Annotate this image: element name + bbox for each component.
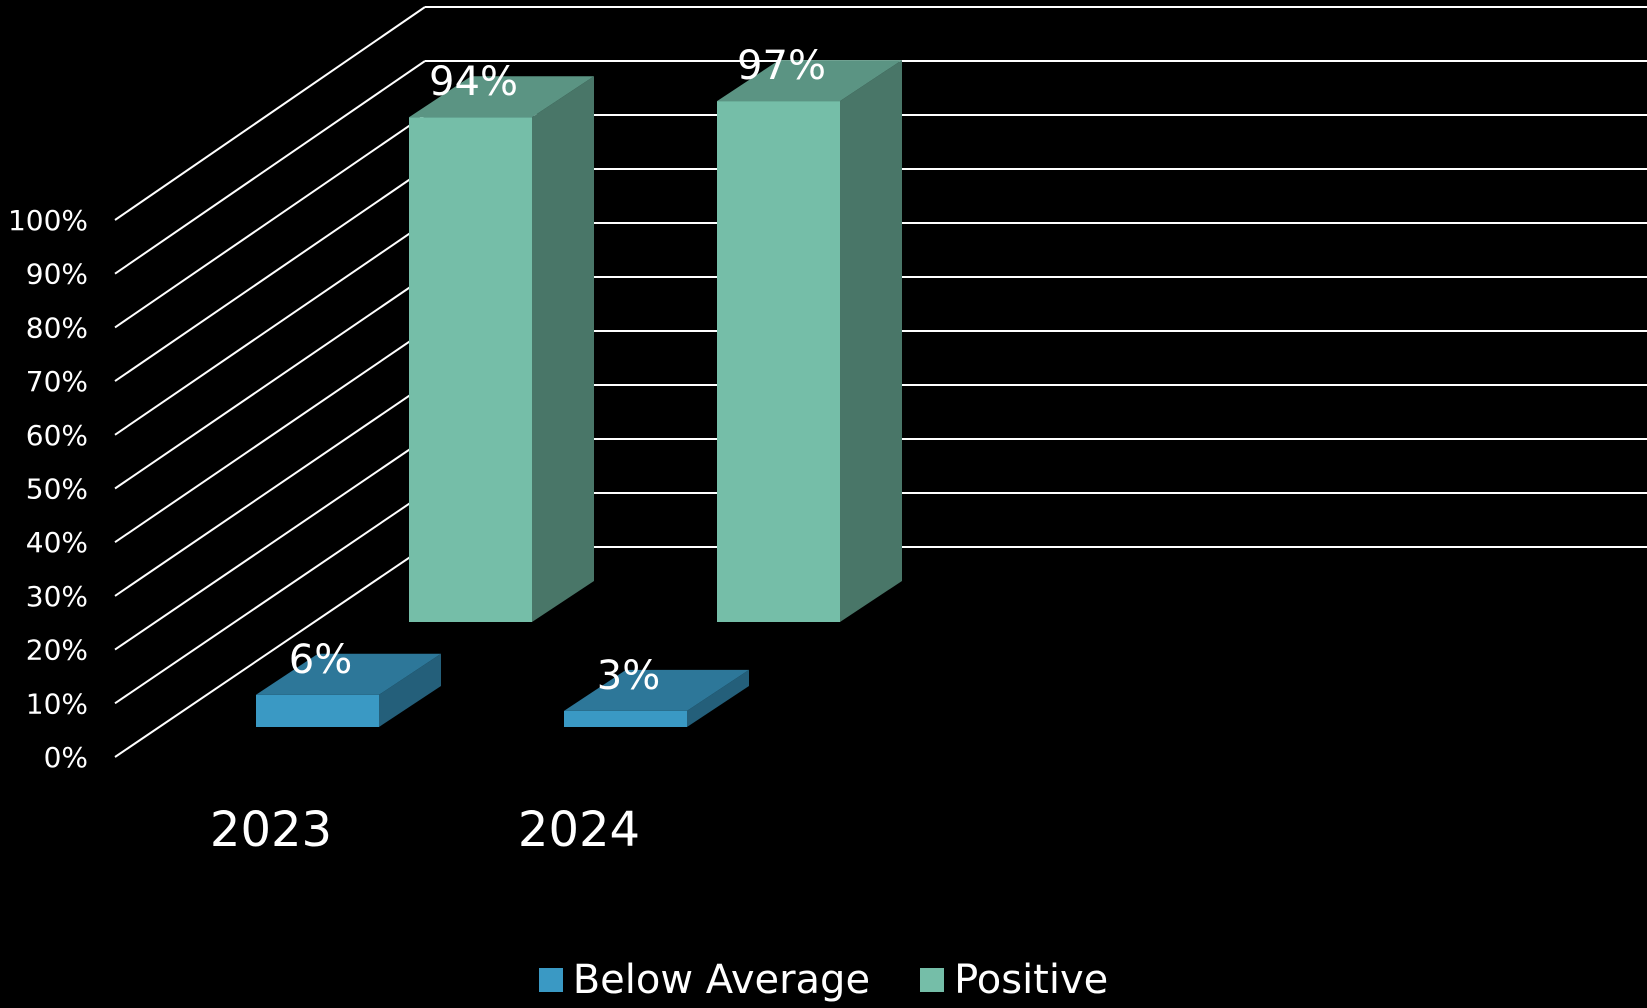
bar-below-average-2023[interactable] bbox=[256, 653, 441, 727]
bar-front-face bbox=[717, 101, 840, 623]
x-axis-categories: 2023 2024 bbox=[210, 802, 640, 858]
legend-label-positive: Positive bbox=[954, 957, 1109, 1003]
legend-item-below-average[interactable]: Below Average bbox=[538, 955, 871, 1005]
bar-side-face bbox=[687, 669, 749, 727]
legend-swatch-positive bbox=[920, 968, 945, 992]
x-category-label: 2023 bbox=[210, 802, 332, 858]
bar-side-face bbox=[379, 653, 441, 727]
gridline-diagonal bbox=[114, 276, 426, 490]
y-tick-label: 80% bbox=[26, 311, 88, 344]
bar-top-face bbox=[256, 653, 441, 695]
bar-front-face bbox=[564, 710, 687, 727]
gridline-diagonal bbox=[114, 222, 426, 436]
grid-layer bbox=[114, 6, 1647, 758]
bar-positive-2023[interactable] bbox=[409, 76, 594, 623]
bar-side-face bbox=[840, 60, 902, 623]
y-tick-label: 0% bbox=[44, 741, 88, 774]
gridline-diagonal bbox=[114, 330, 426, 544]
y-tick-label: 40% bbox=[26, 526, 88, 559]
data-label: 94% bbox=[429, 59, 518, 105]
y-tick-label: 100% bbox=[8, 204, 88, 237]
bars-layer: 94% 97% 6% 3% bbox=[256, 43, 902, 727]
data-label: 3% bbox=[597, 653, 660, 699]
bar-top-face bbox=[717, 60, 902, 102]
data-label: 6% bbox=[289, 637, 352, 683]
bar-top-face bbox=[409, 76, 594, 118]
legend-item-positive[interactable]: Positive bbox=[920, 955, 1108, 1005]
legend-label-below-average: Below Average bbox=[572, 957, 871, 1003]
gridline-diagonal bbox=[114, 60, 426, 275]
legend: Below Average Positive bbox=[0, 955, 1647, 1005]
gridline-diagonal bbox=[114, 6, 426, 221]
bar-top-face bbox=[564, 669, 749, 711]
y-tick-label: 90% bbox=[26, 258, 88, 291]
y-tick-label: 10% bbox=[26, 687, 88, 720]
y-tick-label: 60% bbox=[26, 419, 88, 452]
bar-positive-2024[interactable] bbox=[717, 60, 902, 623]
bar-front-face bbox=[409, 117, 532, 622]
data-label: 97% bbox=[737, 43, 826, 89]
gridline-diagonal bbox=[114, 384, 426, 597]
bar-side-face bbox=[532, 76, 594, 623]
legend-swatch-below-average bbox=[538, 968, 563, 992]
y-tick-label: 20% bbox=[26, 634, 88, 667]
gridline-diagonal bbox=[114, 438, 426, 651]
bar-front-face bbox=[256, 694, 379, 727]
gridline-diagonal bbox=[114, 546, 426, 758]
x-category-label: 2024 bbox=[518, 802, 640, 858]
gridline-diagonal bbox=[114, 168, 426, 382]
gridline-diagonal bbox=[114, 492, 426, 705]
y-axis-ticks: 0% 10% 20% 30% 40% 50% 60% 70% 80% 90% 100% bbox=[8, 204, 88, 774]
y-tick-label: 50% bbox=[26, 473, 88, 506]
y-tick-label: 70% bbox=[26, 365, 88, 398]
bar-below-average-2024[interactable] bbox=[564, 669, 749, 727]
gridline-diagonal bbox=[114, 114, 426, 329]
y-tick-label: 30% bbox=[26, 580, 88, 613]
